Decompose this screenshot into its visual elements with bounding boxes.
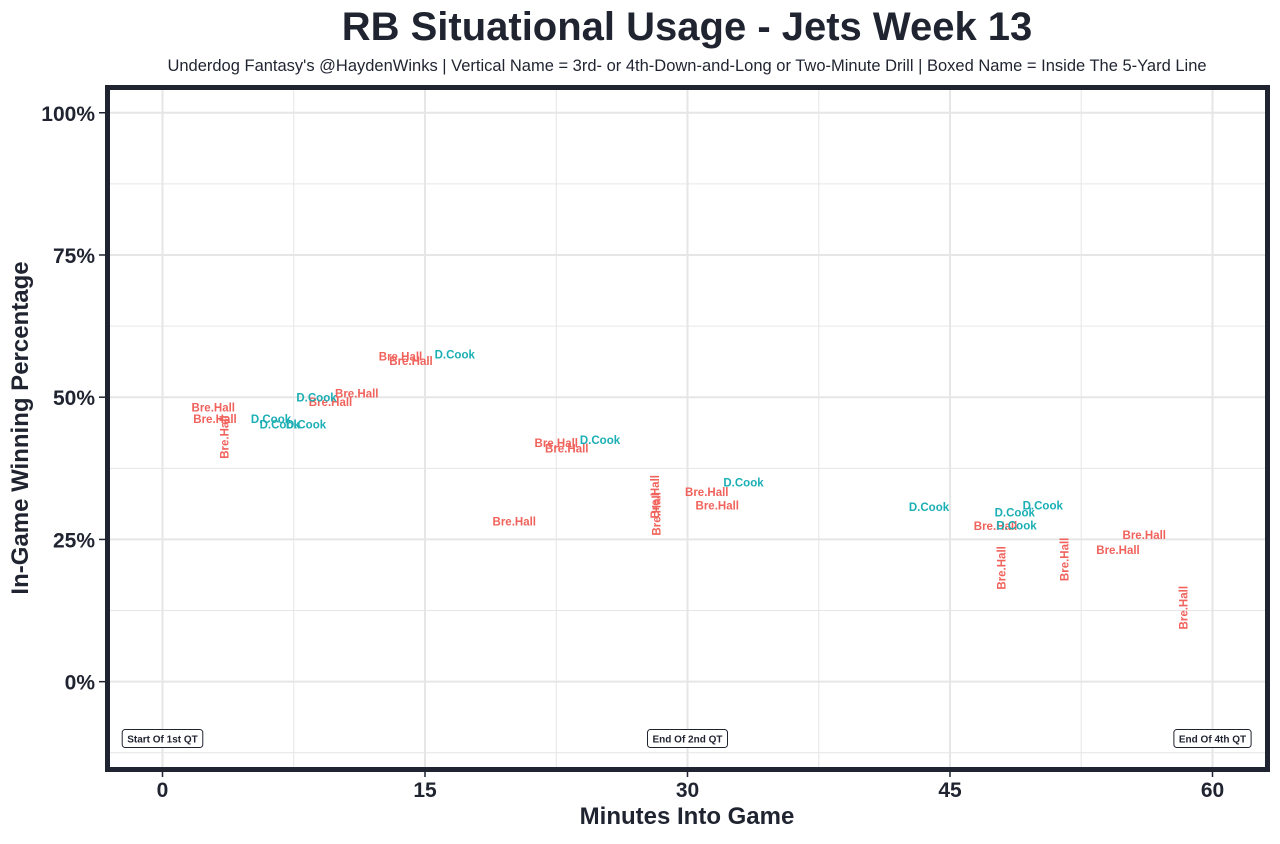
x-tick-label: 60 [1201, 779, 1224, 802]
y-tick-label: 75% [53, 245, 95, 268]
point-label-bre-hall: Bre.Hall [335, 388, 378, 400]
point-label-bre-hall: Bre.Hall [535, 438, 578, 450]
point-label-bre-hall: Bre.Hall [650, 475, 662, 518]
x-axis-title: Minutes Into Game [580, 803, 795, 830]
point-label-bre-hall: Bre.Hall [652, 492, 664, 535]
y-axis-title: In-Game Winning Percentage [7, 261, 34, 594]
axes: 0 15 30 45 60 0% 25% 50% 75% 100% [41, 103, 1224, 802]
point-label-bre-hall: Bre.Hall [696, 500, 739, 512]
point-label-bre-hall: Bre.Hall [493, 516, 536, 528]
point-label-d-cook: D.Cook [580, 435, 621, 447]
point-label-bre-hall: Bre.Hall [1060, 538, 1072, 581]
quarter-annotation-text: End Of 2nd QT [653, 735, 723, 746]
x-tick-label: 45 [938, 779, 962, 802]
point-label-bre-hall: Bre.Hall [1123, 530, 1166, 542]
quarter-annotation-box [647, 729, 728, 749]
quarter-annotation-text: End Of 4th QT [1179, 735, 1246, 746]
point-label-bre-hall: Bre.Hall [685, 487, 728, 499]
point-label-d-cook: D.Cook [251, 414, 292, 426]
point-label-bre-hall: Bre.Hall [192, 403, 235, 415]
quarter-annotation: End Of 2nd QT [647, 729, 728, 749]
quarter-annotation: Start Of 1st QT [121, 729, 204, 749]
point-label-bre-hall: Bre.Hall [974, 521, 1017, 533]
y-tick-label: 50% [53, 387, 95, 410]
chart-subtitle: Underdog Fantasy's @HaydenWinks | Vertic… [167, 57, 1206, 75]
point-label-d-cook: D.Cook [435, 350, 476, 362]
plot-frame [105, 85, 1270, 772]
x-tick-label: 0 [157, 779, 169, 802]
point-label-d-cook: D.Cook [909, 502, 950, 514]
point-label-bre-hall: Bre.Hall [1096, 545, 1139, 557]
y-tick-label: 100% [41, 103, 95, 126]
point-label-bre-hall: Bre.Hall [220, 415, 232, 458]
chart-title: RB Situational Usage - Jets Week 13 [342, 5, 1033, 49]
x-tick-label: 30 [676, 779, 699, 802]
point-label-bre-hall: Bre.Hall [997, 546, 1009, 589]
x-tick-label: 15 [413, 779, 437, 802]
point-label-d-cook: D.Cook [995, 507, 1036, 519]
point-label-bre-hall: Bre.Hall [389, 356, 432, 368]
quarter-annotation-box [1173, 729, 1252, 749]
quarter-annotation: End Of 4th QT [1173, 729, 1252, 749]
grid [110, 90, 1265, 767]
point-label-bre-hall: Bre.Hall [193, 414, 236, 426]
point-label-bre-hall: Bre.Hall [1179, 586, 1191, 629]
point-label-d-cook: D.Cook [996, 520, 1037, 532]
data-labels: Bre.HallBre.HallBre.HallBre.HallBre.Hall… [192, 350, 1191, 630]
point-label-d-cook: D.Cook [296, 392, 337, 404]
point-label-bre-hall: Bre.Hall [309, 397, 352, 409]
point-label-d-cook: D.Cook [286, 420, 327, 432]
point-label-d-cook: D.Cook [723, 478, 764, 490]
quarter-annotation-box [121, 729, 204, 749]
y-tick-label: 0% [65, 672, 96, 695]
quarter-annotations: Start Of 1st QT End Of 2nd QT End Of 4th Q… [121, 729, 1252, 749]
point-label-bre-hall: Bre.Hall [545, 444, 588, 456]
point-label-d-cook: D.Cook [260, 420, 301, 432]
point-label-d-cook: D.Cook [1023, 500, 1064, 512]
point-label-bre-hall: Bre.Hall [379, 351, 422, 363]
y-tick-label: 25% [53, 529, 95, 552]
quarter-annotation-text: Start Of 1st QT [127, 735, 198, 746]
